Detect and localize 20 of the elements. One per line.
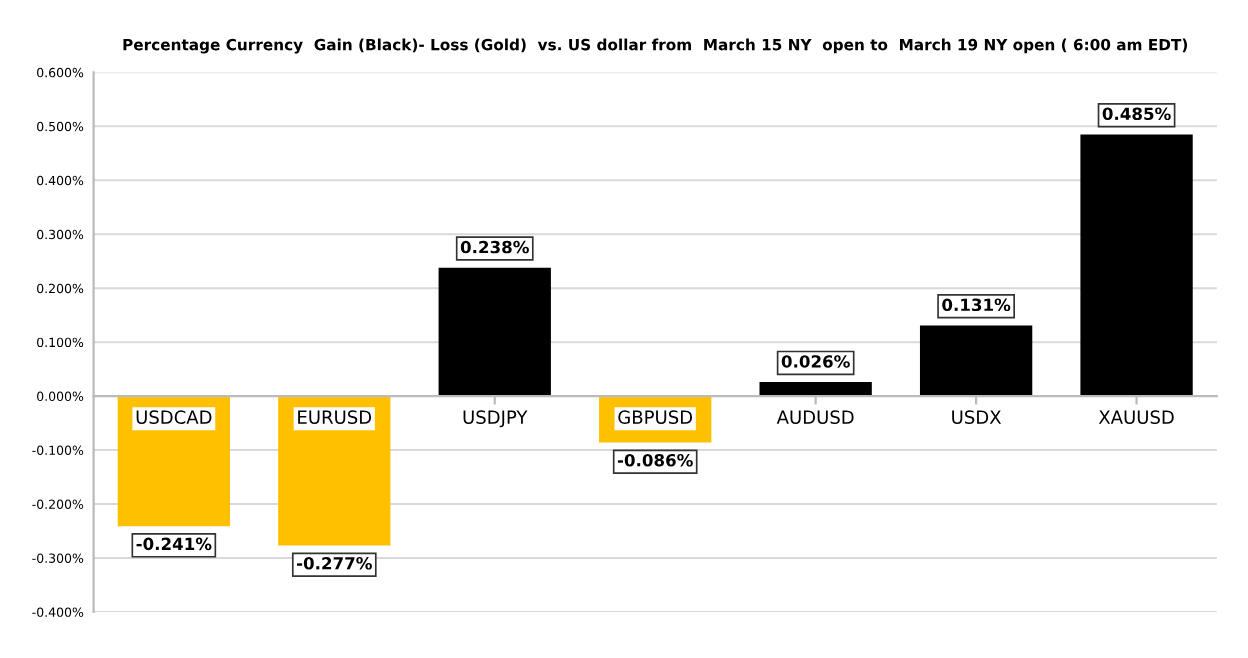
- bar: [278, 396, 391, 546]
- data-label: -0.277%: [297, 556, 372, 570]
- data-label: 0.026%: [781, 355, 850, 368]
- x-tick-label: USDJPY: [463, 410, 528, 428]
- data-label: 0.131%: [942, 298, 1011, 312]
- x-tick-label: AUDUSD: [776, 410, 854, 424]
- x-tick-label: USDCAD: [136, 410, 212, 424]
- bar: [438, 267, 551, 397]
- x-tick-label: XAUUSD: [1098, 410, 1174, 424]
- data-label: 0.485%: [1102, 107, 1171, 121]
- bar: [759, 382, 872, 397]
- data-label: -0.241%: [136, 537, 212, 551]
- x-tick-label: USDX: [952, 410, 1002, 424]
- data-label: -0.086%: [617, 453, 693, 467]
- x-tick-label: EURUSD: [298, 410, 372, 424]
- bar: [117, 396, 230, 527]
- bar: [919, 325, 1033, 397]
- x-tick-label: GBPUSD: [618, 410, 693, 424]
- bar: [1080, 134, 1193, 397]
- data-label: 0.238%: [460, 240, 529, 254]
